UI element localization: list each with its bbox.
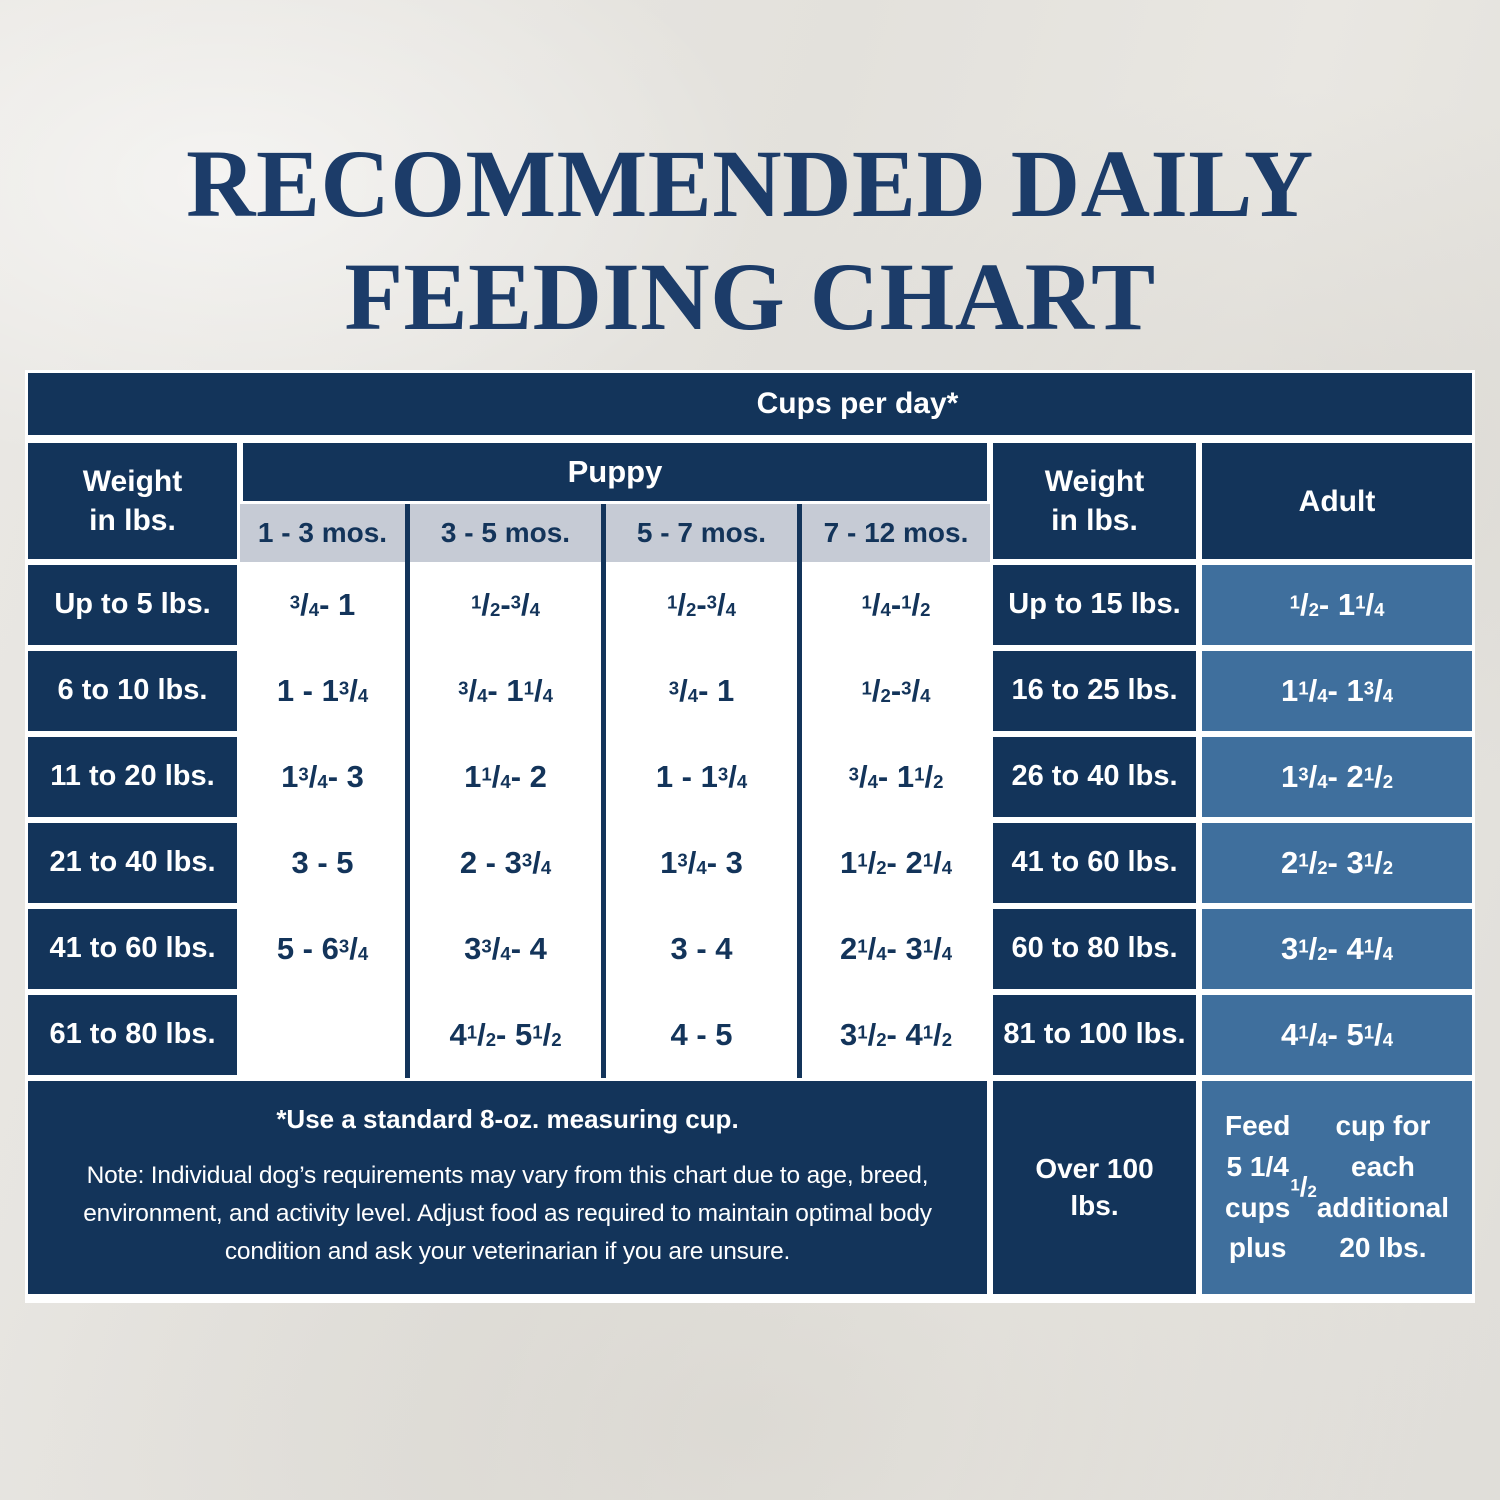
puppy-value-cell: 2 1/4 - 3 1/4 (797, 906, 990, 992)
adult-value-cell: 1/2 - 1 1/4 (1199, 562, 1475, 648)
adult-weight-label: 41 to 60 lbs. (990, 820, 1199, 906)
weight-header-left-line1: Weight (82, 465, 183, 498)
adult-header: Adult (1199, 440, 1475, 562)
puppy-value-cell: 1 3/4 - 3 (240, 734, 405, 820)
puppy-value-cell: 1 1/2 - 2 1/4 (797, 820, 990, 906)
puppy-value-cell: 3 3/4 - 4 (405, 906, 601, 992)
puppy-value-cell: 3 - 4 (601, 906, 797, 992)
disclaimer-note: Note: Individual dog’s requirements may … (83, 1162, 932, 1265)
puppy-value-cell: 4 1/2 - 5 1/2 (405, 992, 601, 1078)
puppy-value-cell: 3 1/2 - 4 1/2 (797, 992, 990, 1078)
over-100-weight-label: Over 100 lbs. (990, 1078, 1199, 1297)
puppy-value-cell: 3 - 5 (240, 820, 405, 906)
measuring-cup-note: *Use a standard 8-oz. measuring cup. (276, 1104, 739, 1135)
adult-weight-label: 26 to 40 lbs. (990, 734, 1199, 820)
puppy-value-cell: 3/4 - 1 (601, 648, 797, 734)
adult-weight-label: Up to 15 lbs. (990, 562, 1199, 648)
page-title-line1: RECOMMENDED DAILY (186, 130, 1314, 238)
puppy-value-cell: 1 1/4 - 2 (405, 734, 601, 820)
puppy-value-cell: 4 - 5 (601, 992, 797, 1078)
feeding-chart-table: Cups per day* Weight in lbs. Puppy 1 - 3 … (25, 370, 1475, 1303)
page-title: RECOMMENDED DAILY FEEDING CHART (0, 128, 1500, 353)
footer-notes: *Use a standard 8-oz. measuring cup. Not… (25, 1078, 990, 1297)
puppy-value-cell: 1 3/4 - 3 (601, 820, 797, 906)
puppy-value-cell (240, 992, 405, 1078)
weight-header-right-line1: Weight (1044, 465, 1145, 498)
puppy-age-column-header: 1 - 3 mos. (240, 504, 405, 562)
puppy-value-cell: 1/2 - 3/4 (797, 648, 990, 734)
puppy-value-cell: 1/2 - 3/4 (601, 562, 797, 648)
adult-weight-label: 81 to 100 lbs. (990, 992, 1199, 1078)
adult-value-cell: 4 1/4 - 5 1/4 (1199, 992, 1475, 1078)
puppy-weight-label: 6 to 10 lbs. (25, 648, 240, 734)
adult-header-label: Adult (1298, 484, 1376, 518)
puppy-weight-label: 41 to 60 lbs. (25, 906, 240, 992)
weight-header-right: Weight in lbs. (990, 440, 1199, 562)
puppy-age-column-header: 5 - 7 mos. (601, 504, 797, 562)
puppy-value-cell: 3/4 - 1 (240, 562, 405, 648)
adult-value-cell: 2 1/2 - 3 1/2 (1199, 820, 1475, 906)
weight-header-left: Weight in lbs. (25, 440, 240, 562)
puppy-value-cell: 1/4 - 1/2 (797, 562, 990, 648)
page-title-line2: FEEDING CHART (344, 242, 1156, 350)
puppy-value-cell: 3/4 - 1 1/2 (797, 734, 990, 820)
cups-per-day-label: Cups per day* (756, 387, 959, 420)
puppy-value-cell: 1 - 1 3/4 (601, 734, 797, 820)
adult-weight-label: 16 to 25 lbs. (990, 648, 1199, 734)
puppy-weight-label: 21 to 40 lbs. (25, 820, 240, 906)
weight-header-right-line2: in lbs. (1051, 504, 1138, 537)
puppy-value-cell: 3/4 - 1 1/4 (405, 648, 601, 734)
puppy-age-column-header: 3 - 5 mos. (405, 504, 601, 562)
over-100-instruction: Feed 5 1/4 cups plus 1/2 cup for each ad… (1199, 1078, 1475, 1297)
puppy-value-cell: 1 - 1 3/4 (240, 648, 405, 734)
puppy-weight-label: Up to 5 lbs. (25, 562, 240, 648)
puppy-header-label: Puppy (567, 453, 663, 489)
adult-value-cell: 1 1/4 - 1 3/4 (1199, 648, 1475, 734)
puppy-weight-label: 11 to 20 lbs. (25, 734, 240, 820)
puppy-value-cell: 2 - 3 3/4 (405, 820, 601, 906)
weight-header-left-line2: in lbs. (89, 504, 176, 537)
cups-per-day-header: Cups per day* (25, 370, 1475, 438)
adult-value-cell: 3 1/2 - 4 1/4 (1199, 906, 1475, 992)
puppy-age-column-header: 7 - 12 mos. (797, 504, 990, 562)
puppy-value-cell: 1/2 - 3/4 (405, 562, 601, 648)
puppy-weight-label: 61 to 80 lbs. (25, 992, 240, 1078)
adult-weight-label: 60 to 80 lbs. (990, 906, 1199, 992)
puppy-value-cell: 5 - 6 3/4 (240, 906, 405, 992)
adult-value-cell: 1 3/4 - 2 1/2 (1199, 734, 1475, 820)
puppy-header: Puppy (240, 440, 990, 504)
